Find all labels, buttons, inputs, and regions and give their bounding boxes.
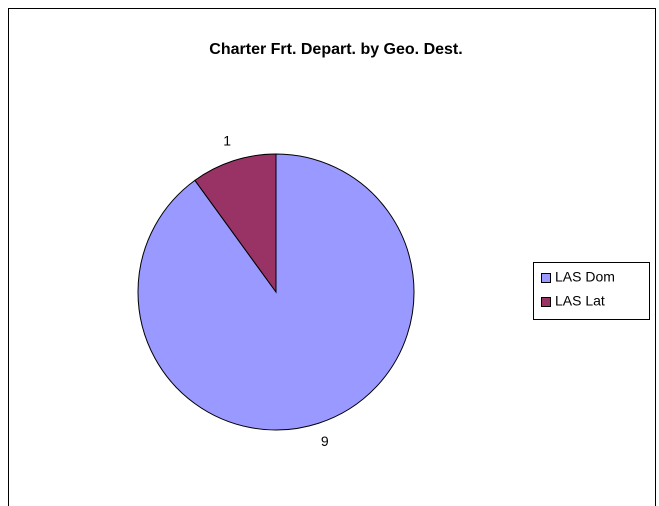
pie-slice xyxy=(194,153,277,294)
legend-swatch xyxy=(541,273,551,283)
legend-label: LAS Lat xyxy=(555,293,605,309)
chart-frame xyxy=(8,8,656,506)
chart-title: Charter Frt. Depart. by Geo. Dest. xyxy=(209,41,462,58)
legend xyxy=(533,262,650,320)
data-label: 1 xyxy=(223,132,231,148)
data-label: 9 xyxy=(321,433,329,449)
legend-label: LAS Dom xyxy=(555,269,615,285)
legend-swatch xyxy=(541,297,551,307)
